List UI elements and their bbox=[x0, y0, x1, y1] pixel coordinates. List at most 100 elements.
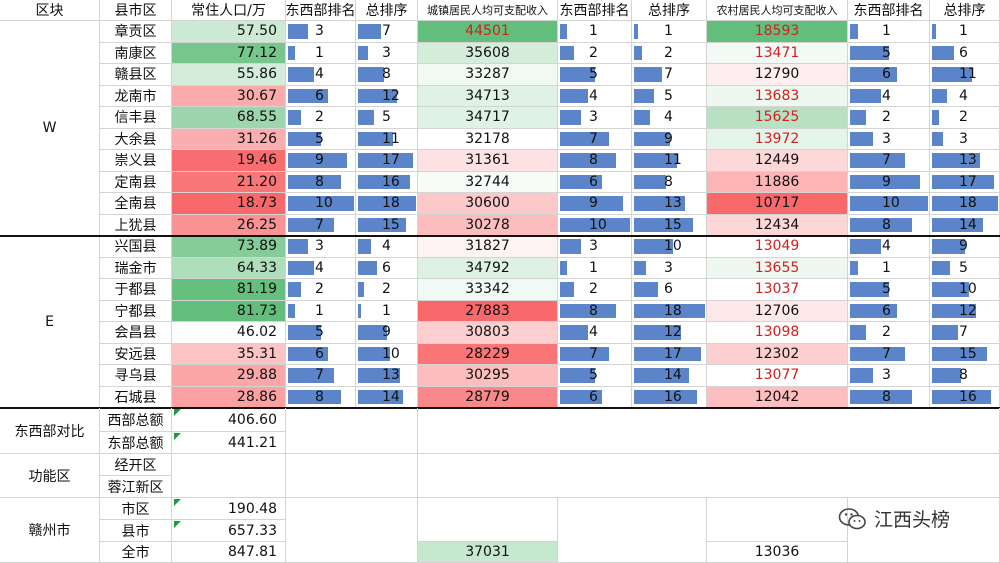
urban-total-rank[interactable]: 13 bbox=[632, 193, 707, 215]
rural-total-rank[interactable]: 18 bbox=[930, 193, 1000, 215]
rural-total-rank[interactable]: 4 bbox=[930, 85, 1000, 107]
population-value[interactable]: 64.33 bbox=[172, 257, 286, 279]
header-cell[interactable]: 城镇居民人均可支配收入 bbox=[418, 0, 558, 21]
population-value[interactable]: 30.67 bbox=[172, 85, 286, 107]
pop-region-rank[interactable]: 6 bbox=[286, 85, 356, 107]
empty-cell[interactable] bbox=[558, 498, 707, 563]
rural-total-rank[interactable]: 10 bbox=[930, 279, 1000, 301]
pop-total-rank[interactable]: 11 bbox=[356, 128, 418, 150]
east-total-label[interactable]: 东部总额 bbox=[100, 432, 172, 454]
rural-total-rank[interactable]: 1 bbox=[930, 21, 1000, 43]
rural-region-rank[interactable]: 3 bbox=[848, 128, 930, 150]
rural-income-value[interactable]: 12790 bbox=[707, 64, 848, 86]
urban-total-rank[interactable]: 5 bbox=[632, 85, 707, 107]
urban-region-rank[interactable]: 2 bbox=[558, 279, 632, 301]
rural-income-value[interactable]: 13683 bbox=[707, 85, 848, 107]
pop-total-rank[interactable]: 7 bbox=[356, 21, 418, 43]
rural-income-value[interactable]: 13037 bbox=[707, 279, 848, 301]
urban-income-value[interactable]: 27883 bbox=[418, 300, 558, 322]
urban-total-rank[interactable]: 17 bbox=[632, 343, 707, 365]
population-value[interactable]: 21.20 bbox=[172, 171, 286, 193]
county-name[interactable]: 安远县 bbox=[100, 343, 172, 365]
rural-total-rank[interactable]: 14 bbox=[930, 214, 1000, 236]
urban-income-value[interactable]: 44501 bbox=[418, 21, 558, 43]
pop-total-rank[interactable]: 2 bbox=[356, 279, 418, 301]
func-zone-1[interactable]: 经开区 bbox=[100, 454, 172, 476]
pop-region-rank[interactable]: 5 bbox=[286, 322, 356, 344]
rural-total-rank[interactable]: 15 bbox=[930, 343, 1000, 365]
county-name[interactable]: 信丰县 bbox=[100, 107, 172, 129]
urban-region-rank[interactable]: 3 bbox=[558, 107, 632, 129]
population-value[interactable]: 35.31 bbox=[172, 343, 286, 365]
urban-total-rank[interactable]: 4 bbox=[632, 107, 707, 129]
region-east-label[interactable]: E bbox=[0, 236, 100, 408]
urban-income-value[interactable]: 35608 bbox=[418, 42, 558, 64]
urban-income-value[interactable]: 31827 bbox=[418, 236, 558, 258]
region-west-label[interactable]: W bbox=[0, 21, 100, 236]
pop-region-rank[interactable]: 8 bbox=[286, 386, 356, 408]
rural-total-rank[interactable]: 17 bbox=[930, 171, 1000, 193]
population-value[interactable]: 26.25 bbox=[172, 214, 286, 236]
urban-region-rank[interactable]: 6 bbox=[558, 386, 632, 408]
rural-region-rank[interactable]: 5 bbox=[848, 279, 930, 301]
empty-cell[interactable] bbox=[418, 454, 1000, 498]
rural-total-rank[interactable]: 12 bbox=[930, 300, 1000, 322]
empty-cell[interactable] bbox=[286, 408, 418, 454]
pop-region-rank[interactable]: 2 bbox=[286, 279, 356, 301]
urban-income-value[interactable]: 28229 bbox=[418, 343, 558, 365]
rural-region-rank[interactable]: 9 bbox=[848, 171, 930, 193]
population-value[interactable]: 46.02 bbox=[172, 322, 286, 344]
urban-region-rank[interactable]: 5 bbox=[558, 64, 632, 86]
population-value[interactable]: 55.86 bbox=[172, 64, 286, 86]
pop-total-rank[interactable]: 10 bbox=[356, 343, 418, 365]
pop-total-rank[interactable]: 15 bbox=[356, 214, 418, 236]
county-label[interactable]: 县市 bbox=[100, 520, 172, 542]
rural-income-value[interactable]: 12449 bbox=[707, 150, 848, 172]
urban-total-rank[interactable]: 6 bbox=[632, 279, 707, 301]
rural-income-value[interactable]: 13077 bbox=[707, 365, 848, 387]
urban-total-rank[interactable]: 12 bbox=[632, 322, 707, 344]
empty-cell[interactable] bbox=[286, 498, 418, 563]
header-cell[interactable]: 东西部排名 bbox=[558, 0, 632, 21]
pop-total-rank[interactable]: 13 bbox=[356, 365, 418, 387]
pop-total-rank[interactable]: 1 bbox=[356, 300, 418, 322]
urban-region-rank[interactable]: 1 bbox=[558, 257, 632, 279]
county-name[interactable]: 寻乌县 bbox=[100, 365, 172, 387]
rural-income-value[interactable]: 15625 bbox=[707, 107, 848, 129]
rural-income-value[interactable]: 13655 bbox=[707, 257, 848, 279]
urban-income-value[interactable]: 31361 bbox=[418, 150, 558, 172]
rural-income-value[interactable]: 13972 bbox=[707, 128, 848, 150]
rural-income-value[interactable]: 11886 bbox=[707, 171, 848, 193]
urban-region-rank[interactable]: 3 bbox=[558, 236, 632, 258]
rural-region-rank[interactable]: 10 bbox=[848, 193, 930, 215]
rural-total-rank[interactable]: 9 bbox=[930, 236, 1000, 258]
urban-income-value[interactable]: 30295 bbox=[418, 365, 558, 387]
urban-total-rank[interactable]: 7 bbox=[632, 64, 707, 86]
pop-region-rank[interactable]: 4 bbox=[286, 64, 356, 86]
rural-region-rank[interactable]: 1 bbox=[848, 257, 930, 279]
population-value[interactable]: 57.50 bbox=[172, 21, 286, 43]
urban-region-rank[interactable]: 7 bbox=[558, 128, 632, 150]
rural-income-value[interactable]: 12434 bbox=[707, 214, 848, 236]
urban-region-rank[interactable]: 4 bbox=[558, 85, 632, 107]
rural-income-value[interactable]: 13098 bbox=[707, 322, 848, 344]
pop-region-rank[interactable]: 5 bbox=[286, 128, 356, 150]
population-value[interactable]: 29.88 bbox=[172, 365, 286, 387]
population-value[interactable]: 19.46 bbox=[172, 150, 286, 172]
pop-region-rank[interactable]: 6 bbox=[286, 343, 356, 365]
urban-region-rank[interactable]: 4 bbox=[558, 322, 632, 344]
urban-total-rank[interactable]: 8 bbox=[632, 171, 707, 193]
pop-total-rank[interactable]: 8 bbox=[356, 64, 418, 86]
pop-region-rank[interactable]: 3 bbox=[286, 21, 356, 43]
urban-region-rank[interactable]: 1 bbox=[558, 21, 632, 43]
pop-total-rank[interactable]: 16 bbox=[356, 171, 418, 193]
pop-total-rank[interactable]: 9 bbox=[356, 322, 418, 344]
urban-total-rank[interactable]: 18 bbox=[632, 300, 707, 322]
county-name[interactable]: 定南县 bbox=[100, 171, 172, 193]
rural-income-value[interactable]: 13471 bbox=[707, 42, 848, 64]
rural-region-rank[interactable]: 6 bbox=[848, 64, 930, 86]
rural-income-value[interactable]: 12706 bbox=[707, 300, 848, 322]
header-cell[interactable]: 常住人口/万 bbox=[172, 0, 286, 21]
all-city-label[interactable]: 全市 bbox=[100, 542, 172, 563]
west-total-value[interactable]: 406.60 bbox=[172, 408, 286, 432]
